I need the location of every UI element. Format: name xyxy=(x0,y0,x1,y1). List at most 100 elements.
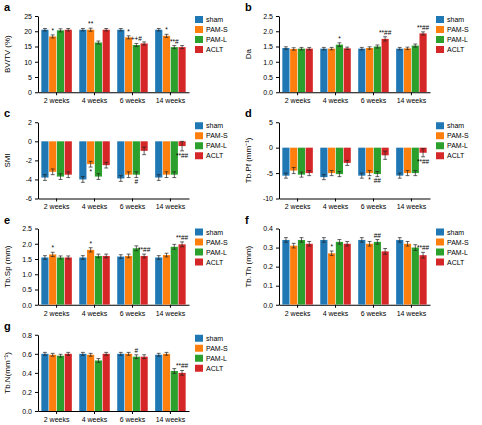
panel-title: g xyxy=(4,320,11,332)
bar xyxy=(419,255,426,305)
error-bar xyxy=(292,243,296,248)
x-tick-mark xyxy=(373,92,374,95)
error-bar xyxy=(59,256,63,259)
annotation: ++# xyxy=(131,35,143,42)
y-tick: 0 xyxy=(269,144,279,151)
panel-title: e xyxy=(4,214,10,226)
legend-label: PAM-S xyxy=(206,132,228,139)
x-tick-label: 14 weeks xyxy=(156,97,186,104)
y-tick-label: 0.6 xyxy=(22,351,32,358)
bar xyxy=(366,244,373,305)
bar xyxy=(141,357,148,411)
y-tick: 0.2 xyxy=(263,263,279,270)
x-axis-line xyxy=(39,92,190,93)
error-bar xyxy=(398,238,402,243)
error-bar xyxy=(51,169,55,175)
x-axis: 2 weeks4 weeks6 weeks14 weeks xyxy=(39,305,190,317)
annotation: **## xyxy=(417,158,430,165)
error-bar xyxy=(104,254,108,258)
annotation: * xyxy=(338,35,341,42)
y-tick-label: 20 xyxy=(24,28,32,35)
bar xyxy=(133,45,140,92)
y-tick: 5 xyxy=(28,74,38,81)
error-bar xyxy=(43,256,47,260)
error-bar xyxy=(421,32,425,35)
y-tick-label: -10 xyxy=(263,195,273,202)
panel: 05101520252 weeks4 weeks6 weeks14 weeks*… xyxy=(3,1,228,104)
x-tick-mark xyxy=(56,305,57,308)
y-tick: 0.3 xyxy=(263,244,279,251)
bar xyxy=(117,354,124,411)
y-tick-mark xyxy=(35,229,38,230)
x-tick: 6 weeks xyxy=(361,199,387,211)
error-bar xyxy=(360,238,364,243)
x-tick-label: 6 weeks xyxy=(361,310,387,317)
bar xyxy=(133,357,140,411)
annotation: **## xyxy=(176,234,189,241)
x-tick: 6 weeks xyxy=(120,305,146,317)
bar xyxy=(49,141,56,172)
legend-item: sham xyxy=(195,122,223,129)
y-tick-label: 0.5 xyxy=(263,74,273,81)
bar xyxy=(49,254,56,304)
legend-label: PAM-S xyxy=(206,345,228,352)
bar xyxy=(171,47,178,92)
error-bar xyxy=(43,352,47,355)
panel: -10-5052 weeks4 weeks6 weeks14 weeks*##*… xyxy=(244,107,469,210)
bar xyxy=(178,373,185,411)
y-tick: 0.0 xyxy=(22,301,38,308)
legend-item: ACLT xyxy=(195,152,224,159)
x-tick-mark xyxy=(170,305,171,308)
y-tick: 0.2 xyxy=(22,389,38,396)
error-bar xyxy=(413,44,417,47)
y-tick-label: 0.4 xyxy=(263,225,273,232)
y-tick-label: 15 xyxy=(24,43,32,50)
legend-label: sham xyxy=(447,16,464,23)
y-tick-label: 0.2 xyxy=(22,389,32,396)
x-tick-label: 6 weeks xyxy=(120,203,146,210)
x-tick: 4 weeks xyxy=(82,305,108,317)
series xyxy=(306,32,427,92)
bar xyxy=(95,141,102,176)
error-bar xyxy=(330,251,334,256)
error-bar xyxy=(142,355,146,359)
y-axis-title: Tb.Th (mm) xyxy=(244,245,253,287)
x-tick-mark xyxy=(132,199,133,202)
error-bar xyxy=(119,29,123,31)
bars xyxy=(41,352,185,411)
annotation: * xyxy=(165,26,168,33)
error-bar xyxy=(51,252,55,256)
legend-label: PAM-L xyxy=(447,142,468,149)
series xyxy=(57,244,178,304)
legend-label: PAM-L xyxy=(206,355,227,362)
error-bar xyxy=(81,29,85,31)
legend-item: sham xyxy=(436,16,464,23)
x-tick: 14 weeks xyxy=(156,305,186,317)
legend-swatch xyxy=(195,142,203,149)
bar xyxy=(358,240,365,305)
y-axis-title: Da xyxy=(244,48,253,59)
legend-label: PAM-S xyxy=(447,132,469,139)
error-bar xyxy=(142,254,146,258)
y-tick-mark xyxy=(276,122,279,123)
error-bar xyxy=(180,370,184,375)
y-axis-title: Tb.Pf (mm⁻¹) xyxy=(244,137,253,183)
bar xyxy=(117,30,124,93)
legend-label: ACLT xyxy=(206,365,224,372)
legend-label: sham xyxy=(447,229,464,236)
error-bar xyxy=(59,29,63,32)
y-axis-line xyxy=(279,17,280,93)
bar xyxy=(374,242,381,305)
bar xyxy=(163,141,170,174)
error-bar xyxy=(59,174,63,180)
bar xyxy=(125,256,132,305)
bar xyxy=(290,49,297,92)
bar xyxy=(87,355,94,411)
series xyxy=(306,148,427,176)
legend-swatch xyxy=(195,122,203,129)
bar xyxy=(95,360,102,411)
y-tick-mark xyxy=(35,199,38,200)
error-bar xyxy=(66,172,70,178)
y-axis-line xyxy=(279,229,280,305)
x-tick-label: 4 weeks xyxy=(323,310,349,317)
